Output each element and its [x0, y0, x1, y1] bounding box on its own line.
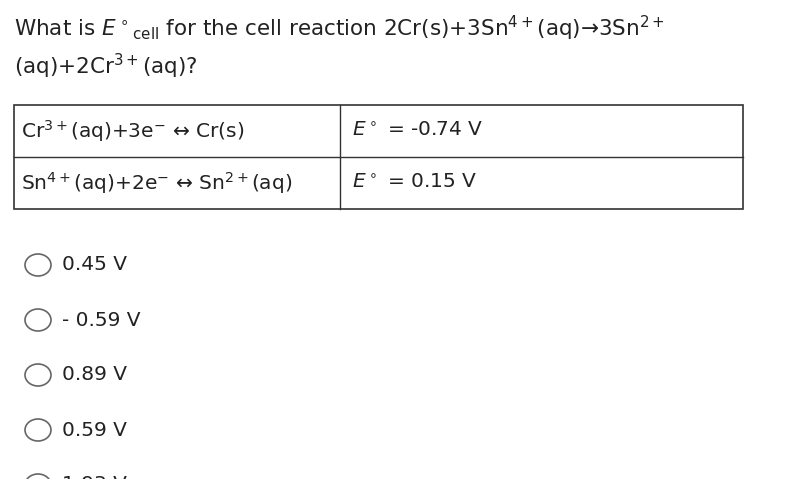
- Text: 0.89 V: 0.89 V: [62, 365, 127, 385]
- Text: Cr$^{3+}$(aq)+3e$^{-}$ ↔ Cr(s): Cr$^{3+}$(aq)+3e$^{-}$ ↔ Cr(s): [21, 118, 244, 144]
- Text: (aq)+2Cr$^{3+}$(aq)?: (aq)+2Cr$^{3+}$(aq)?: [14, 52, 198, 81]
- Text: 1.93 V: 1.93 V: [62, 476, 127, 479]
- Text: 0.45 V: 0.45 V: [62, 255, 127, 274]
- Text: - 0.59 V: - 0.59 V: [62, 310, 141, 330]
- Text: $\it{E}^\circ$ = 0.15 V: $\it{E}^\circ$ = 0.15 V: [352, 173, 477, 193]
- Bar: [14, 105, 743, 209]
- Text: 0.59 V: 0.59 V: [62, 421, 127, 440]
- Text: Sn$^{4+}$(aq)+2e$^{-}$ ↔ Sn$^{2+}$(aq): Sn$^{4+}$(aq)+2e$^{-}$ ↔ Sn$^{2+}$(aq): [21, 170, 292, 196]
- Text: $\it{E}^\circ$ = -0.74 V: $\it{E}^\circ$ = -0.74 V: [352, 122, 483, 140]
- Text: What is $\it{E}^\circ$$_{\rm{cell}}$ for the cell reaction 2Cr(s)+3Sn$^{4+}$(aq): What is $\it{E}^\circ$$_{\rm{cell}}$ for…: [14, 14, 665, 43]
